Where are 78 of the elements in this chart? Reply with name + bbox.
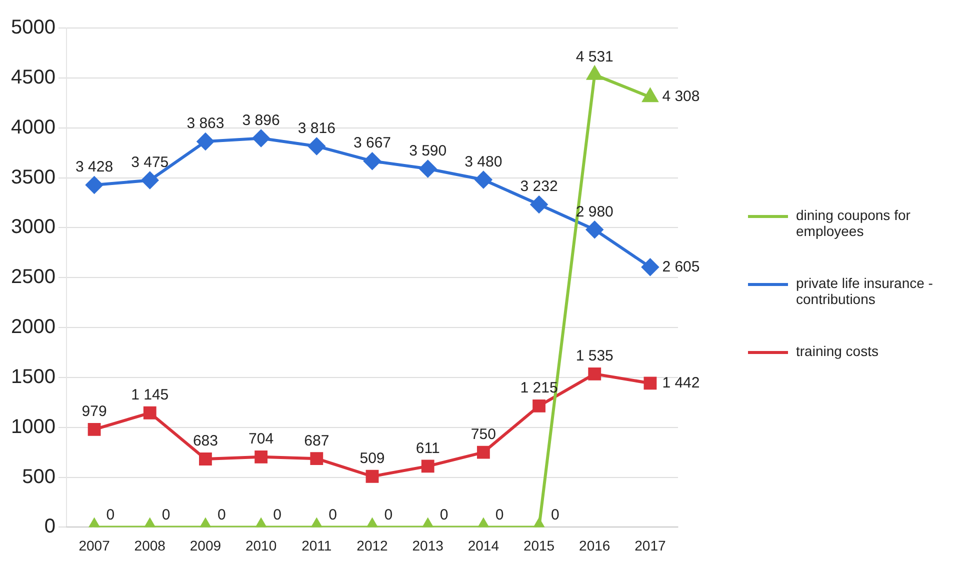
point <box>588 367 602 380</box>
data-label: 2 605 <box>662 258 700 276</box>
point <box>310 452 324 466</box>
data-label: 3 428 <box>76 158 114 176</box>
x-tick-label: 2008 <box>134 537 166 554</box>
y-tick-label: 0 <box>44 516 56 538</box>
data-label: 3 475 <box>131 154 169 171</box>
y-tick-label: 1500 <box>10 366 56 388</box>
data-label: 3 480 <box>464 153 502 170</box>
point <box>196 133 214 150</box>
x-tick-label: 2007 <box>78 537 110 554</box>
x-tick-label: 2012 <box>356 537 388 554</box>
point <box>143 406 156 420</box>
x-tick-label: 2009 <box>190 537 222 554</box>
legend-label: private life insurance - contributions <box>796 275 934 307</box>
data-label: 0 <box>162 506 170 524</box>
x-tick-label: 2015 <box>523 537 555 554</box>
data-label: 611 <box>416 440 440 457</box>
point <box>586 221 604 238</box>
data-label: 687 <box>304 432 330 450</box>
data-label: 3 667 <box>353 134 392 152</box>
point <box>141 172 158 189</box>
data-label: 750 <box>470 426 496 443</box>
point <box>642 258 659 276</box>
point <box>88 423 101 436</box>
data-label: 0 <box>217 506 226 524</box>
data-label: 0 <box>106 506 115 524</box>
point <box>419 160 436 178</box>
legend-label: dining coupons for employees <box>796 207 912 239</box>
legend-label: training costs <box>796 343 880 359</box>
y-tick-label: 500 <box>22 466 56 488</box>
data-label: 0 <box>273 506 282 524</box>
data-label: 704 <box>248 430 274 448</box>
point <box>86 176 103 194</box>
point <box>254 450 268 464</box>
y-tick-label: 3000 <box>10 216 56 238</box>
x-tick-label: 2010 <box>245 537 277 554</box>
data-label: 0 <box>384 506 393 524</box>
data-label: 0 <box>328 506 337 524</box>
y-tick-label: 2000 <box>10 316 56 338</box>
point <box>366 470 379 483</box>
data-label: 979 <box>82 403 107 420</box>
point <box>252 130 270 147</box>
point <box>644 376 657 390</box>
data-label: 1 145 <box>131 386 169 404</box>
point <box>421 460 434 473</box>
point <box>199 452 212 466</box>
x-tick-label: 2017 <box>634 537 666 554</box>
data-label: 0 <box>495 506 504 524</box>
data-label: 4 308 <box>662 88 700 106</box>
data-label: 3 863 <box>186 115 224 132</box>
y-tick-label: 5000 <box>10 16 56 39</box>
x-tick-label: 2011 <box>302 537 332 554</box>
y-tick-label: 4000 <box>10 116 56 138</box>
x-tick-label: 2014 <box>468 537 500 554</box>
point <box>530 196 548 214</box>
x-tick-label: 2013 <box>412 537 444 554</box>
data-label: 3 896 <box>242 112 280 129</box>
point <box>474 171 492 188</box>
data-label: 3 816 <box>298 120 336 137</box>
point <box>476 446 490 459</box>
y-tick-label: 3500 <box>10 166 56 188</box>
data-label: 509 <box>360 450 385 468</box>
data-label: 1 442 <box>662 374 700 392</box>
y-tick-label: 1000 <box>10 416 56 438</box>
data-label: 4 531 <box>576 48 614 66</box>
point <box>308 138 326 155</box>
data-label: 3 232 <box>520 178 558 196</box>
point <box>364 152 381 170</box>
data-label: 1 535 <box>576 348 614 365</box>
y-tick-label: 4500 <box>10 66 56 88</box>
x-tick-label: 2016 <box>579 537 610 554</box>
point <box>532 399 546 412</box>
data-label: 0 <box>440 506 448 524</box>
data-label: 0 <box>551 506 560 524</box>
data-label: 683 <box>192 432 218 450</box>
y-tick-label: 2500 <box>10 266 56 288</box>
data-label: 3 590 <box>409 142 447 160</box>
